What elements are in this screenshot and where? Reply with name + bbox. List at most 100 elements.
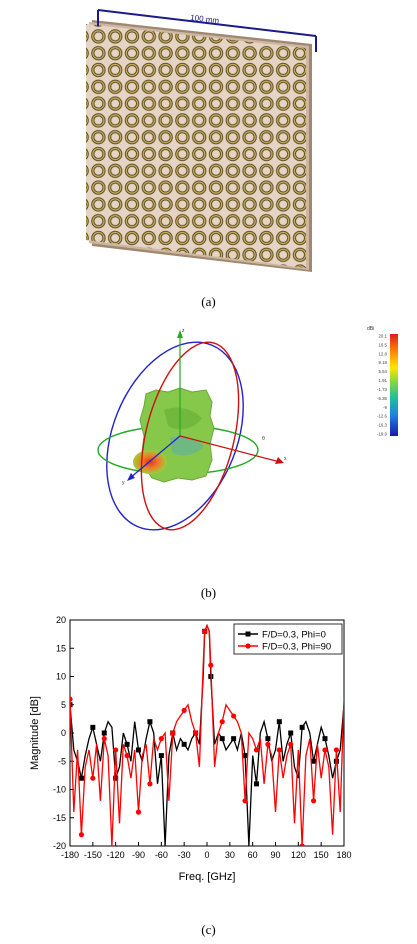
data-point	[208, 662, 214, 668]
series-phi0	[70, 623, 344, 846]
x-axis-label: Freq. [GHz]	[179, 871, 236, 883]
data-point	[135, 809, 142, 815]
data-point	[311, 758, 317, 764]
z-axis-arrow	[177, 330, 183, 338]
data-point	[288, 741, 294, 747]
y-tick-label: -15	[53, 813, 66, 823]
x-axis	[179, 435, 281, 463]
x-tick-label: 150	[314, 850, 329, 860]
x-axis-label: x	[284, 456, 287, 462]
colorbar-tick-label: 5.54	[378, 369, 387, 374]
data-point	[170, 730, 176, 736]
colorbar-tick-label: -9	[383, 405, 387, 410]
theta-label: θ	[262, 436, 265, 442]
y-tick-label: -5	[58, 756, 66, 766]
colorbar-tick-label: -12.6	[377, 414, 388, 419]
magnitude-chart: -180 -150 -120 -90 -60 -30 0 30 60 90 120 150 180 20…	[20, 608, 400, 913]
colorbar-tick-label: -19.9	[377, 432, 388, 437]
data-point	[242, 753, 248, 759]
caption-b: (b)	[200, 585, 217, 600]
x-tick-label: -60	[155, 850, 168, 860]
y-tick-label: 15	[56, 643, 66, 653]
data-point	[202, 628, 208, 634]
y-ticks: 20 15 10 5 0 -5 -10 -15 -20	[53, 615, 74, 851]
x-tick-label: -120	[107, 850, 125, 860]
pattern-shading-2	[170, 436, 204, 456]
data-point	[124, 741, 130, 747]
colorbar-tick-label: 16.5	[378, 342, 387, 347]
data-point	[219, 736, 225, 742]
y-axis-label: Magnitude [dB]	[29, 696, 41, 770]
caption-c: (c)	[201, 922, 216, 937]
x-tick-label: 120	[291, 850, 306, 860]
colorbar-unit: dBi	[367, 326, 374, 332]
data-point	[90, 724, 96, 730]
y-tick-label: -10	[53, 785, 66, 795]
legend-marker	[245, 631, 251, 637]
y-axis	[129, 435, 181, 479]
colorbar	[390, 334, 398, 436]
y-tick-label: -20	[53, 841, 66, 851]
data-point	[101, 730, 107, 736]
y-tick-label: 5	[61, 700, 66, 710]
data-point	[158, 753, 164, 759]
data-point	[181, 707, 187, 713]
phi-circle-blue	[106, 341, 244, 531]
colorbar-tick-label: -1.73	[377, 387, 388, 392]
x-ticks: -180 -150 -120 -90 -60 -30 0 30 60 90 120 150 180	[61, 842, 352, 860]
data-point	[158, 736, 164, 742]
series-phi90	[70, 623, 344, 846]
colorbar-tick-label: -16.3	[377, 423, 388, 428]
data-point	[192, 730, 199, 736]
data-point	[253, 781, 259, 787]
colorbar-tick-label: 9.18	[378, 360, 387, 365]
data-point	[299, 724, 305, 730]
data-point	[265, 741, 271, 747]
y-tick-label: 10	[56, 672, 66, 682]
data-point	[231, 736, 237, 742]
legend-label: F/D=0.3, Phi=0	[262, 630, 326, 641]
x-tick-label: -90	[132, 850, 145, 860]
data-point	[113, 775, 119, 781]
data-point	[101, 736, 107, 742]
data-point	[288, 730, 294, 736]
data-point	[333, 747, 339, 753]
radiation-pattern-3d: z x y θ dBi 20.1 16.5 12.8 9.18 5.54 1.91 -1.7…	[60, 318, 410, 538]
series-line	[70, 623, 344, 846]
dimension-line	[97, 9, 317, 37]
legend-box	[233, 623, 343, 655]
colorbar-tick-label: 12.8	[378, 351, 387, 356]
data-point	[70, 696, 73, 702]
data-point	[70, 702, 73, 708]
data-point	[322, 747, 328, 753]
main-lobe	[133, 450, 167, 474]
pattern-shading	[164, 407, 202, 430]
x-tick-label: -30	[178, 850, 191, 860]
series-layer	[70, 623, 344, 846]
elevation-circle-red	[140, 341, 240, 531]
data-point	[78, 832, 85, 838]
data-point	[181, 741, 187, 747]
data-point	[322, 736, 328, 742]
colorbar-tick-label: -5.36	[377, 396, 388, 401]
data-point	[78, 775, 84, 781]
dimension-label: 100 mm	[190, 13, 220, 25]
data-point	[124, 753, 130, 759]
data-point	[242, 798, 248, 804]
reflectarray-image: 100 mm	[40, 0, 370, 285]
data-point	[90, 775, 96, 781]
data-point	[276, 719, 282, 725]
data-point	[265, 736, 271, 742]
legend: F/D=0.3, Phi=0F/D=0.3, Phi=90	[233, 623, 343, 655]
y-tick-label: 0	[61, 728, 66, 738]
colorbar-tick-label: 20.1	[378, 334, 387, 339]
x-tick-label: -150	[84, 850, 102, 860]
data-point	[219, 719, 225, 725]
y-tick-label: 20	[56, 615, 66, 625]
legend-marker	[245, 643, 251, 649]
data-point	[147, 719, 153, 725]
y-axis-label: y	[122, 480, 125, 486]
colorbar-ticks: 20.1 16.5 12.8 9.18 5.54 1.91 -1.73 -5.36 -9 -12.…	[377, 334, 388, 437]
x-tick-label: -180	[61, 850, 79, 860]
data-point	[276, 747, 282, 753]
